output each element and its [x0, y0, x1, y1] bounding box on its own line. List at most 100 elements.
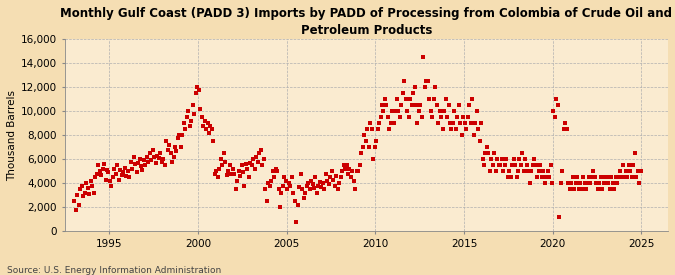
Point	[158, 157, 169, 161]
Point	[286, 175, 297, 180]
Point	[591, 181, 601, 185]
Point	[414, 109, 425, 114]
Point	[522, 163, 533, 167]
Point	[403, 115, 414, 120]
Point	[574, 181, 585, 185]
Point	[480, 151, 491, 155]
Point	[329, 183, 340, 188]
Point	[415, 103, 426, 108]
Point	[109, 167, 119, 171]
Point	[352, 169, 362, 174]
Point	[579, 181, 590, 185]
Point	[284, 181, 294, 185]
Point	[184, 123, 195, 128]
Point	[343, 172, 354, 176]
Point	[450, 127, 461, 131]
Point	[202, 121, 213, 126]
Point	[116, 173, 127, 177]
Point	[399, 79, 410, 84]
Point	[164, 143, 175, 147]
Point	[245, 161, 256, 165]
Point	[449, 109, 460, 114]
Point	[235, 174, 246, 178]
Point	[128, 155, 139, 159]
Point	[78, 194, 88, 199]
Point	[326, 169, 337, 174]
Point	[486, 157, 497, 161]
Point	[585, 181, 596, 185]
Point	[239, 183, 250, 188]
Point	[458, 115, 468, 120]
Point	[502, 175, 513, 180]
Point	[81, 181, 92, 185]
Point	[261, 199, 272, 204]
Point	[635, 169, 646, 174]
Point	[398, 91, 408, 96]
Point	[144, 151, 155, 155]
Point	[381, 103, 392, 108]
Point	[155, 151, 165, 155]
Point	[288, 191, 298, 195]
Point	[454, 103, 464, 108]
Point	[433, 121, 443, 126]
Point	[204, 131, 215, 135]
Point	[180, 127, 191, 131]
Point	[209, 172, 220, 176]
Point	[205, 123, 216, 128]
Point	[608, 181, 618, 185]
Point	[545, 163, 556, 167]
Point	[85, 179, 96, 183]
Point	[189, 112, 200, 116]
Point	[551, 97, 562, 101]
Point	[498, 169, 509, 174]
Point	[119, 166, 130, 170]
Point	[558, 127, 569, 131]
Point	[553, 103, 564, 108]
Point	[92, 163, 103, 167]
Point	[325, 175, 335, 180]
Point	[612, 181, 622, 185]
Point	[193, 88, 204, 92]
Point	[625, 169, 636, 174]
Point	[248, 157, 259, 161]
Point	[291, 219, 302, 224]
Point	[213, 175, 223, 180]
Point	[266, 179, 277, 183]
Point	[90, 175, 101, 180]
Point	[199, 119, 210, 123]
Point	[557, 169, 568, 174]
Point	[481, 145, 492, 150]
Point	[290, 199, 300, 204]
Point	[594, 181, 605, 185]
Point	[350, 187, 360, 191]
Point	[377, 103, 387, 108]
Point	[152, 153, 163, 158]
Point	[492, 157, 503, 161]
Point	[257, 163, 268, 167]
Point	[369, 145, 380, 150]
Point	[356, 151, 367, 155]
Point	[524, 181, 535, 185]
Point	[431, 103, 442, 108]
Point	[157, 160, 167, 164]
Point	[582, 181, 593, 185]
Point	[142, 155, 153, 159]
Point	[341, 163, 352, 167]
Point	[394, 115, 405, 120]
Point	[487, 163, 498, 167]
Point	[446, 127, 457, 131]
Point	[176, 145, 186, 150]
Point	[628, 163, 639, 167]
Point	[468, 133, 479, 138]
Point	[307, 182, 318, 187]
Point	[159, 163, 170, 167]
Point	[91, 172, 102, 176]
Point	[493, 163, 504, 167]
Point	[252, 160, 263, 164]
Point	[97, 167, 108, 171]
Point	[496, 157, 507, 161]
Point	[584, 175, 595, 180]
Point	[236, 163, 247, 167]
Point	[353, 169, 364, 174]
Point	[82, 186, 93, 190]
